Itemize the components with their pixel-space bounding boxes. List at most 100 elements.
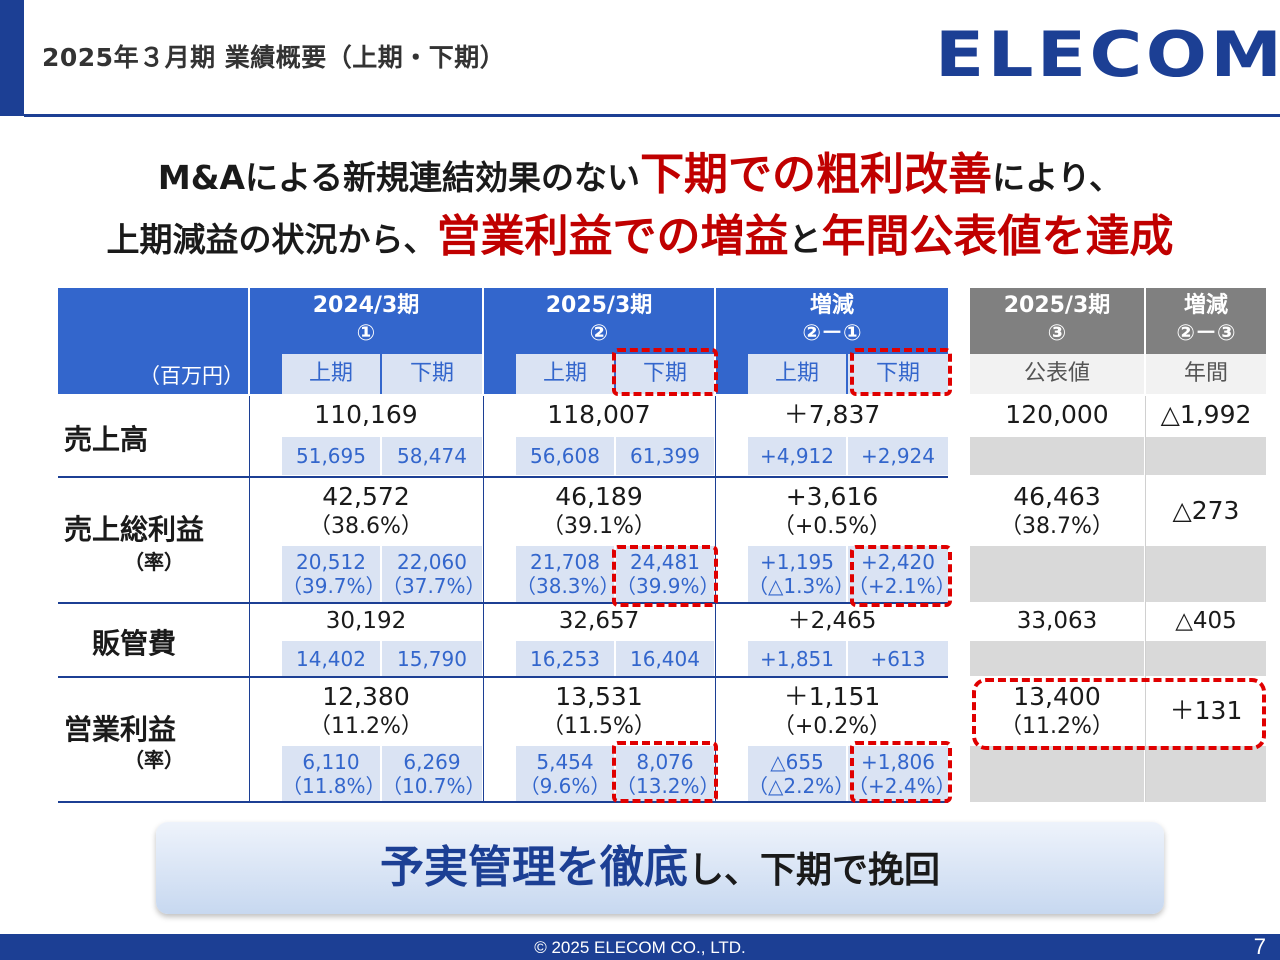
value: +613 (870, 646, 926, 671)
row-label-op: 営業利益 (64, 713, 177, 746)
headline-line-2: 上期減益の状況から、営業利益での増益と年間公表値を達成 (0, 200, 1280, 264)
highlight-gross-fy2025-h2 (612, 545, 718, 607)
gross-fy2025-h1: 21,708 （38.3%） (516, 546, 620, 602)
gross-plandiff: △273 (1172, 496, 1240, 525)
value: 12,380 (322, 682, 410, 711)
value: 8,076 (636, 750, 694, 774)
col-plandiff-title: 増減 (1183, 293, 1228, 318)
sga-plan: 33,063 (1016, 608, 1098, 634)
row-divider (58, 476, 948, 478)
value: 6,269 (403, 750, 461, 774)
value: 46,189 (555, 482, 643, 511)
value: 24,481 (630, 550, 700, 574)
value: 14,402 (296, 646, 366, 671)
gross-fy2025: 46,189 （39.1%） (484, 482, 714, 542)
elecom-logo: ELECOM (935, 18, 1280, 91)
sales-plandiff-blank (1146, 437, 1266, 475)
sales-plan-blank (970, 437, 1144, 475)
rate: （39.9%） (616, 574, 720, 598)
highlight-op-diff-h2 (850, 741, 952, 803)
rate: （38.7%） (1000, 514, 1114, 539)
op-diff-h1: △655 （△2.2%） (748, 746, 854, 802)
op-plandiff: ＋131 (1169, 696, 1243, 725)
headline-2d: 年間公表値を達成 (821, 211, 1174, 262)
sga-fy2025-h2: 16,404 (616, 641, 714, 676)
headline-2a: 上期減益の状況から、 (106, 220, 437, 259)
highlight-op-fy2025-h2 (612, 741, 718, 803)
op-diff: ＋1,151 （+0.2%） (716, 682, 948, 742)
unit-label: （百万円） (139, 364, 244, 388)
value: +1,851 (759, 646, 834, 671)
col-fy2025-mark: ② (589, 321, 609, 346)
rate: （38.3%） (516, 574, 620, 598)
col-header-plandiff: 増減 ②－③ (1146, 288, 1266, 354)
op-fy2024: 12,380 （11.2%） (250, 682, 482, 742)
sga-diff-h1: +1,851 (748, 641, 846, 676)
value: +1,195 (759, 550, 834, 574)
header-accent-bar (0, 0, 24, 116)
row-label-sales: 売上高 (64, 423, 149, 456)
summary-banner: 予実管理を徹底し、下期で挽回 (156, 822, 1164, 914)
header-corner (58, 288, 248, 394)
sales-diff-h2: +2,924 (848, 437, 948, 475)
gross-fy2024: 42,572 （38.6%） (250, 482, 482, 542)
row-divider (58, 676, 948, 678)
sub-plan: 公表値 (970, 354, 1144, 394)
value: 6,110 (302, 750, 360, 774)
rate: （11.5%） (542, 714, 656, 739)
op-fy2025-h1: 5,454 （9.6%） (516, 746, 614, 802)
sga-diff-h2: +613 (848, 641, 948, 676)
value: 61,399 (630, 444, 700, 468)
headline-line-1: M&Aによる新規連結効果のない下期での粗利改善により、 (0, 138, 1280, 202)
gross-diff-h2: +2,420 （+2.1%） (848, 546, 956, 602)
headline-1b: 下期での粗利改善 (640, 149, 993, 200)
sales-fy2025-h2: 61,399 (616, 437, 714, 475)
sga-fy2024-h1: 14,402 (282, 641, 380, 676)
op-fy2025: 13,531 （11.5%） (484, 682, 714, 742)
row-label-sga: 販管費 (92, 627, 177, 660)
headline-2c: と (788, 220, 822, 259)
gross-fy2025-h2: 24,481 （39.9%） (616, 546, 720, 602)
value: 13,400 (1013, 682, 1101, 711)
sales-fy2024-h2: 58,474 (382, 437, 482, 475)
page-title: 2025年３月期 業績概要（上期・下期） (42, 43, 506, 72)
sales-fy2025: 118,007 (547, 400, 651, 429)
sub-fy2024-h2: 下期 (382, 354, 482, 394)
sga-plandiff: △405 (1175, 608, 1237, 634)
op-fy2024-h1: 6,110 （11.8%） (282, 746, 386, 802)
sub-fy2024-h1: 上期 (282, 354, 380, 394)
value: 21,708 (530, 550, 600, 574)
sga-fy2025: 32,657 (558, 608, 640, 634)
value: 22,060 (397, 550, 467, 574)
highlight-fy2025-h2-header (612, 348, 718, 396)
rate: （+0.5%） (772, 514, 892, 539)
value: 56,608 (530, 444, 600, 468)
sales-fy2025-h1: 56,608 (516, 437, 614, 475)
sales-plandiff: △1,992 (1160, 400, 1252, 429)
rate: （+2.4%） (848, 774, 956, 798)
value: ＋1,151 (783, 682, 881, 711)
sub-fy2025-h1: 上期 (516, 354, 614, 394)
op-fy2025-h2: 8,076 （13.2%） (616, 746, 720, 802)
sga-fy2024: 30,192 (325, 608, 407, 634)
op-fy2024-h2: 6,269 （10.7%） (382, 746, 486, 802)
sga-fy2024-h2: 15,790 (382, 641, 482, 676)
rate: （39.7%） (282, 574, 386, 598)
page-number: 7 (1253, 934, 1266, 959)
rate: （11.2%） (309, 714, 423, 739)
copyright: © 2025 ELECOM CO., LTD. (534, 938, 746, 957)
headline-2b: 営業利益での増益 (436, 211, 789, 262)
gross-plan: 46,463 （38.7%） (970, 482, 1144, 542)
op-plan-blank (970, 746, 1144, 802)
value: 58,474 (397, 444, 467, 468)
col-diff-mark: ②－① (802, 321, 862, 346)
sales-fy2024: 110,169 (314, 400, 418, 429)
value: +4,912 (759, 444, 834, 468)
sub-diff-h2: 下期 (848, 354, 948, 394)
highlight-op-plan (972, 678, 1266, 750)
value: +2,924 (860, 444, 935, 468)
rate: （9.6%） (519, 774, 611, 798)
gross-plan-blank (970, 546, 1144, 602)
footer-bar (0, 934, 1280, 960)
rate: （38.6%） (309, 514, 423, 539)
